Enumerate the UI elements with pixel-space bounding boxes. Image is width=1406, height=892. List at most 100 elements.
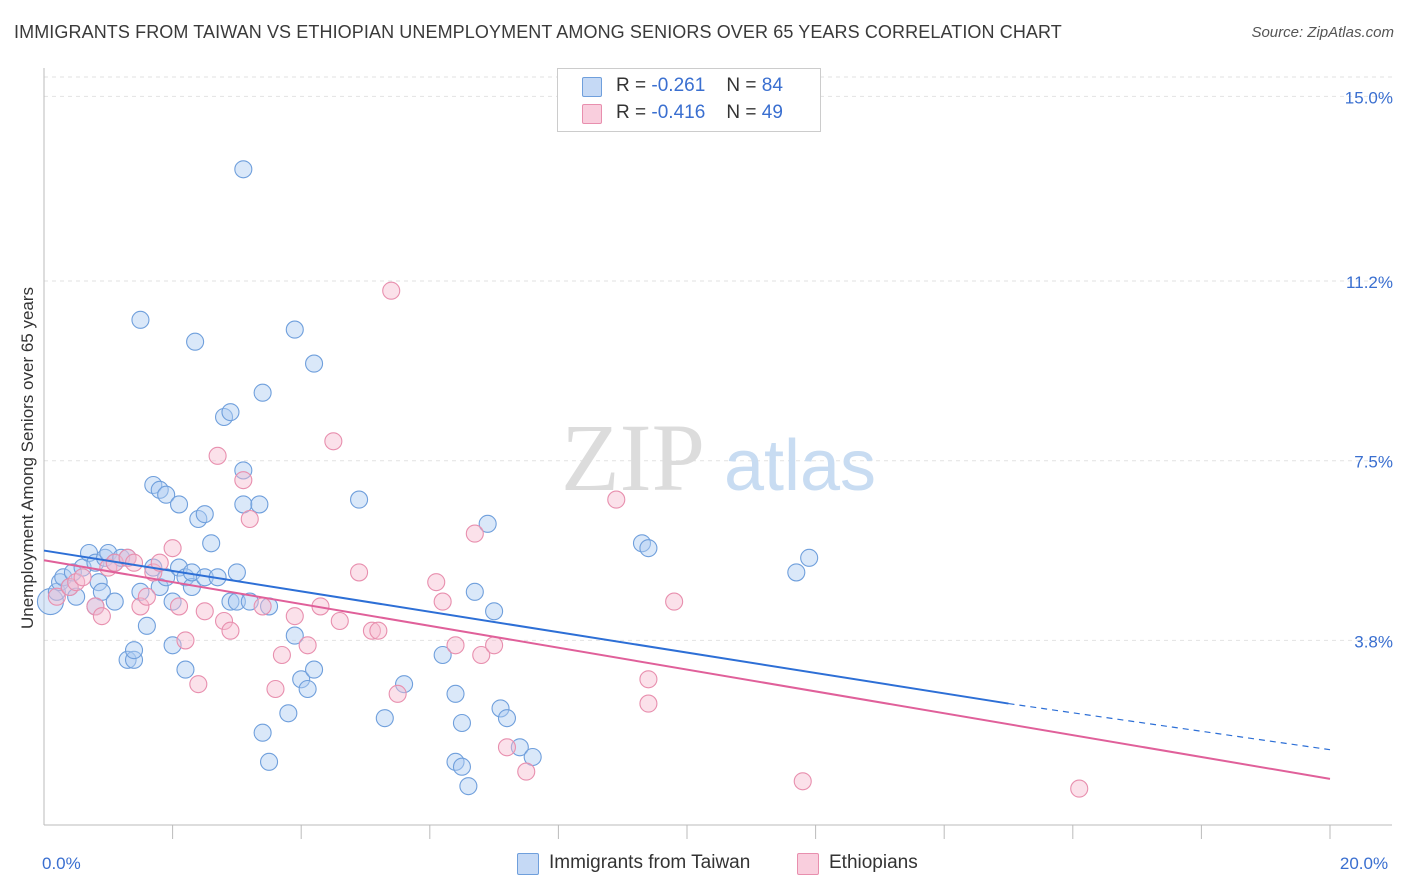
point-taiwan [279,704,298,723]
point-taiwan [176,660,195,679]
point-taiwan [305,660,324,679]
point-taiwan [639,539,658,558]
point-ethiopian [86,597,105,616]
x-tick-label: 0.0% [42,854,81,873]
point-taiwan [105,592,124,611]
point-ethiopian [517,762,536,781]
watermark: ZIP atlas [561,404,876,511]
point-taiwan [250,495,269,514]
point-ethiopian [446,636,465,655]
point-ethiopian [214,611,234,631]
point-taiwan [446,684,465,703]
point-ethiopian [272,645,291,665]
point-ethiopian [639,694,658,713]
legend-n-value-taiwan: 84 [761,75,783,96]
point-ethiopian [189,675,208,694]
trend-line-ethiopian [43,559,1331,780]
point-taiwan [478,514,497,533]
point-taiwan [800,548,819,567]
point-ethiopian [485,636,504,655]
legend-n-value-ethiopian: 49 [761,102,783,123]
point-taiwan [131,310,150,329]
point-taiwan [96,548,115,567]
point-ethiopian [47,587,66,606]
watermark-zip: ZIP [561,404,705,511]
point-ethiopian [234,471,253,490]
point-ethiopian [73,568,92,587]
point-taiwan [186,332,205,351]
x-tick-label: 20.0% [1340,854,1388,873]
legend-r-value-ethiopian: -0.416 [651,102,706,123]
trend-line-taiwan [43,549,1009,705]
point-taiwan [67,587,86,606]
legend-n-label: N = [726,75,757,96]
point-ethiopian [497,738,517,757]
point-taiwan [433,645,452,665]
point-taiwan [452,713,472,733]
point-ethiopian [131,597,150,616]
point-taiwan [221,403,240,422]
point-ethiopian [253,597,272,616]
point-ethiopian [324,432,343,451]
point-taiwan [292,670,311,689]
point-ethiopian [388,684,407,703]
point-taiwan [124,641,144,660]
point-taiwan [350,490,369,509]
point-taiwan [285,626,304,645]
point-taiwan [124,650,144,669]
bottom-legend-label-ethiopian: Ethiopians [829,852,918,873]
y-tick-label: 3.8% [1354,632,1393,651]
point-taiwan [259,752,279,771]
point-taiwan [497,709,517,728]
point-ethiopian [195,602,214,621]
point-ethiopian [150,553,169,572]
point-taiwan [118,650,137,669]
point-taiwan [253,383,272,402]
point-taiwan [787,563,806,582]
point-taiwan [285,320,304,339]
point-ethiopian [665,592,684,611]
point-taiwan [169,495,189,514]
correlation-legend: R = -0.261 N = 84 R = -0.416 N = 49 [557,68,821,132]
point-ethiopian [240,509,259,529]
y-tick-label: 11.2% [1346,273,1393,292]
point-taiwan [227,563,246,582]
bottom-legend-swatch-taiwan [517,853,539,875]
trend-line-taiwan-extrapolated [1008,702,1331,751]
legend-n-label: N = [726,102,757,123]
point-taiwan [202,534,221,553]
point-ethiopian [176,631,195,650]
point-taiwan [491,699,510,718]
point-taiwan [452,757,472,776]
point-ethiopian [472,645,491,665]
point-ethiopian [266,679,285,699]
point-ethiopian [285,607,304,626]
point-taiwan [157,485,176,504]
legend-r-value-taiwan: -0.261 [651,75,706,96]
point-ethiopian [298,636,317,655]
point-ethiopian [124,553,144,572]
point-ethiopian [350,563,369,582]
point-ethiopian [793,772,812,791]
point-taiwan [305,354,324,373]
point-ethiopian [208,446,227,465]
point-taiwan [63,563,82,582]
point-ethiopian [137,587,156,606]
series-taiwan-points [36,160,819,796]
point-ethiopian [369,621,388,640]
source-label: Source: ZipAtlas.com [1251,24,1394,41]
point-taiwan [298,679,317,699]
point-taiwan [221,592,240,611]
legend-r-label: R = [616,102,647,123]
point-taiwan [485,602,504,621]
watermark-atlas: atlas [724,426,876,506]
point-taiwan [375,709,394,728]
point-taiwan [395,675,414,694]
bottom-legend-label-taiwan: Immigrants from Taiwan [549,852,751,873]
point-ethiopian [1070,779,1089,798]
point-ethiopian [163,539,182,558]
trend-lines [43,549,1331,780]
point-taiwan [51,573,70,592]
legend-swatch-ethiopian [582,104,602,124]
